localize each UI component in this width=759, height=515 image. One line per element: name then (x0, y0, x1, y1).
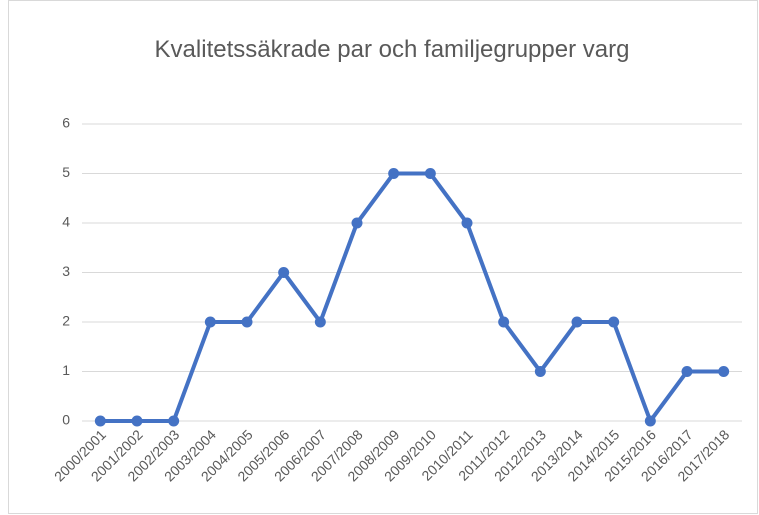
y-tick-label: 2 (62, 313, 70, 329)
data-point (718, 366, 730, 377)
data-point (168, 415, 180, 427)
y-tick-label: 5 (62, 164, 70, 180)
data-point (461, 217, 473, 229)
data-point (424, 168, 436, 179)
y-tick-label: 4 (62, 214, 70, 230)
data-point (351, 217, 363, 229)
series-line (100, 171, 724, 423)
data-point (314, 316, 326, 328)
data-point (204, 316, 216, 328)
y-tick-label: 3 (62, 263, 70, 279)
y-tick-label: 6 (62, 115, 70, 131)
data-point (644, 415, 656, 427)
chart-border (8, 0, 758, 514)
data-point (388, 168, 400, 179)
data-point (534, 366, 546, 377)
data-point (498, 316, 510, 328)
data-point (94, 415, 106, 427)
y-tick-label: 0 (62, 412, 70, 428)
y-tick-label: 1 (62, 362, 70, 378)
data-point (278, 267, 290, 278)
data-point (608, 316, 620, 328)
data-point (681, 366, 693, 377)
data-point (571, 316, 583, 328)
chart-title: Kvalitetssäkrade par och familjegrupper … (154, 36, 630, 63)
data-point (131, 415, 143, 427)
data-point (241, 316, 253, 328)
